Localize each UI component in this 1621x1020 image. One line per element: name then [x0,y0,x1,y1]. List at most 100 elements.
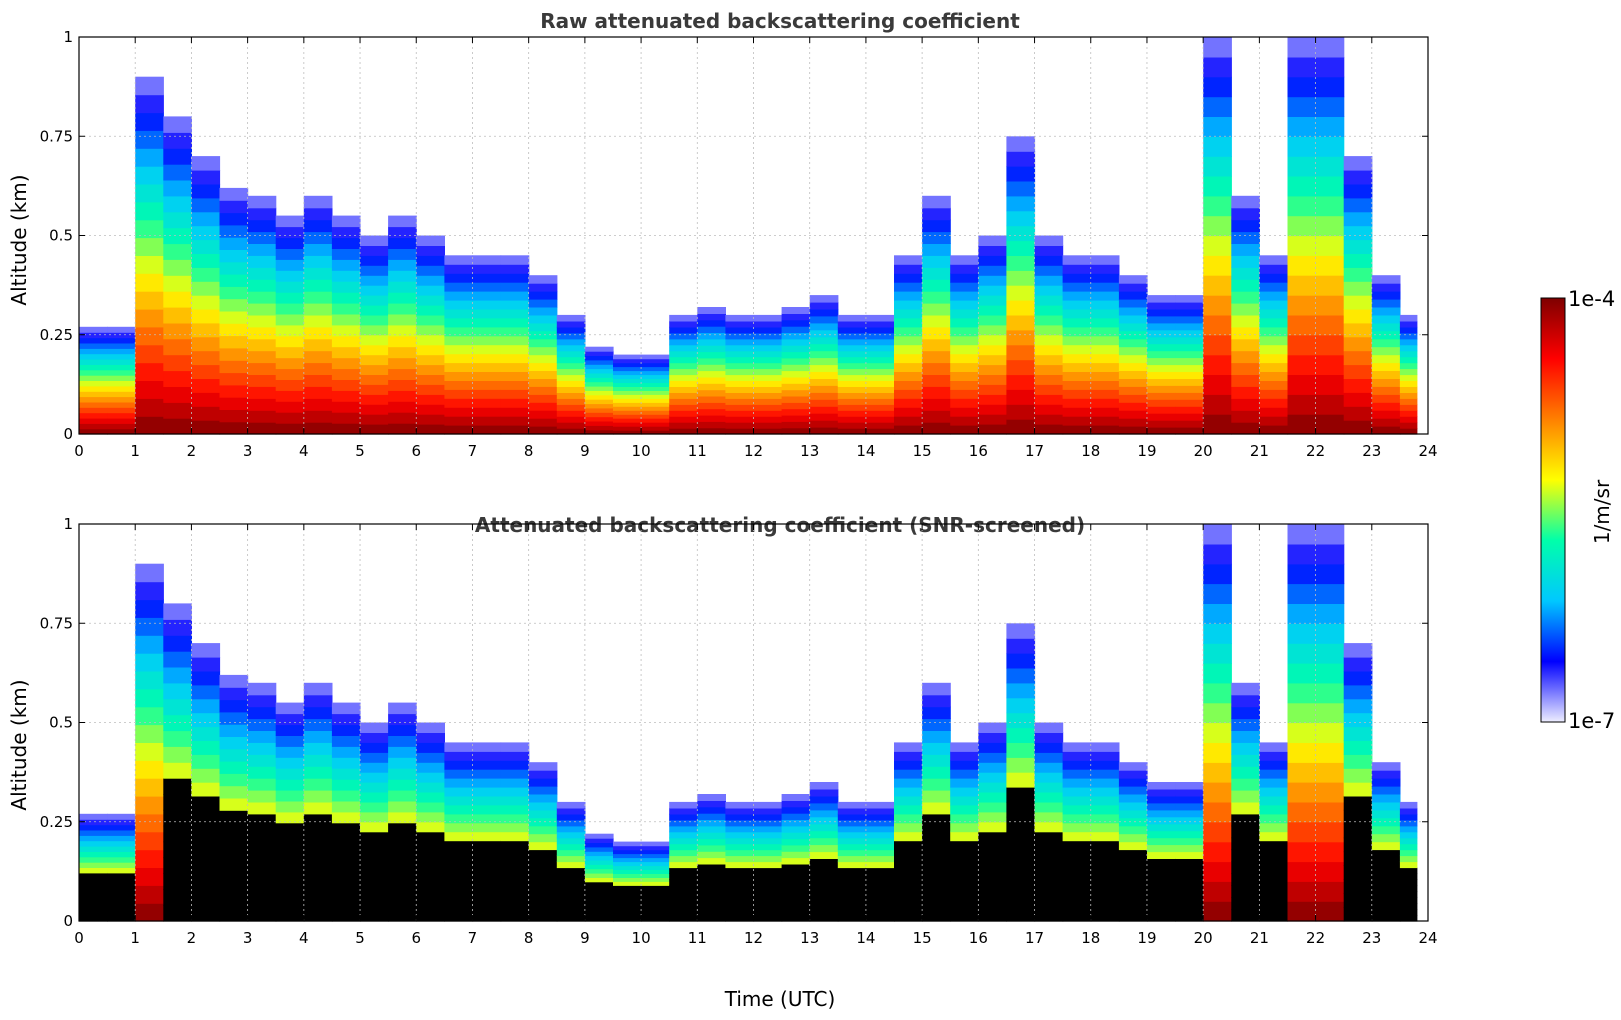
y-tick-label: 1 [63,515,73,533]
heatmap-cell [1118,402,1148,411]
heatmap-cell [922,825,951,839]
heatmap-cell [1315,524,1345,545]
heatmap-cell [837,320,867,328]
heatmap-cell [416,861,445,872]
heatmap-cell [1147,816,1176,825]
heatmap-cell [360,275,389,286]
heatmap-cell [978,841,1007,853]
heatmap-cell [388,226,417,239]
heatmap-cell [1203,235,1232,256]
heatmap-cell [500,813,530,824]
heatmap-cell [1315,334,1345,356]
heatmap-cell [1147,886,1176,894]
heatmap-cell [950,317,979,328]
heatmap-cell [837,344,867,352]
heatmap-cell [1259,264,1289,274]
heatmap-cell [1399,837,1418,845]
heatmap-cell [1062,885,1092,895]
heatmap-cell [922,195,951,209]
heatmap-cell [1034,384,1064,395]
heatmap-cell [331,215,361,228]
heatmap-cell [641,386,670,391]
heatmap-cell [1343,823,1373,839]
heatmap-cell [219,847,249,861]
heatmap-cell [388,270,417,282]
heatmap-cell [1175,343,1204,352]
heatmap-cell [247,350,277,364]
heatmap-cell [725,891,755,898]
heatmap-cell [107,856,136,863]
heatmap-cell [669,855,698,863]
colorbar-gradient [1540,297,1566,723]
heatmap-cell [416,772,445,783]
heatmap-cell [556,891,586,898]
heatmap-cell [950,778,979,788]
heatmap-cell [1034,792,1064,803]
heatmap-cell [107,391,136,398]
heatmap-cell [331,237,361,249]
heatmap-cell [107,417,136,424]
heatmap-cell [753,368,783,376]
heatmap-cell [500,317,530,328]
heatmap-cell [275,866,305,878]
heatmap-cell [1147,851,1176,859]
heatmap-cell [1231,303,1260,316]
heatmap-cell [1118,283,1148,292]
heatmap-cell [1062,255,1092,265]
x-tick-label: 13 [800,442,819,460]
heatmap-cell [1371,394,1401,403]
x-tick-label: 17 [1025,929,1044,947]
heatmap-cell [1259,282,1289,292]
heatmap-cell [1231,742,1260,755]
heatmap-cell [416,811,445,823]
heatmap-cell [1231,885,1260,898]
heatmap-cell [865,885,895,892]
heatmap-cell [1090,751,1120,761]
heatmap-cell [191,740,221,755]
heatmap-cell [753,392,783,399]
heatmap-cell [1118,378,1148,387]
heatmap-cell [753,909,783,916]
heatmap-cell [275,226,305,239]
heatmap-cell [163,164,192,181]
heatmap-cell [472,795,502,806]
heatmap-cell [1343,308,1373,324]
heatmap-cell [809,336,839,345]
heatmap-cell [1147,399,1176,407]
heatmap-cell [613,877,642,882]
heatmap-cell [922,909,951,922]
heatmap-cell [107,888,136,895]
heatmap-cell [894,398,923,408]
heatmap-cell [388,237,417,249]
heatmap-cell [584,842,614,848]
heatmap-cell [444,769,474,779]
heatmap-cell [472,840,502,851]
heatmap-cell [1259,389,1289,399]
heatmap-cell [809,789,839,797]
heatmap-cell [641,398,670,403]
heatmap-cell [697,851,726,859]
heatmap-cell [1231,386,1260,399]
heatmap-cell [725,320,755,328]
heatmap-cell [303,350,333,364]
heatmap-cell [978,901,1007,912]
heatmap-cell [219,298,249,312]
heatmap-cell [303,694,333,708]
heatmap-cell [894,255,923,265]
heatmap-cell [303,801,333,815]
heatmap-cell [275,833,305,846]
heatmap-cell [725,386,755,393]
heatmap-cell [641,853,670,859]
heatmap-cell [1147,364,1176,372]
heatmap-cell [107,819,136,826]
heatmap-cell [1231,422,1260,435]
heatmap-cell [528,857,558,866]
heatmap-cell [500,894,530,904]
heatmap-cell [556,879,586,886]
heatmap-cell [894,894,923,904]
heatmap-cell [1175,302,1204,310]
heatmap-cell [472,407,502,417]
heatmap-cell [191,865,221,880]
heatmap-cell [1343,420,1373,435]
heatmap-cell [641,362,670,368]
